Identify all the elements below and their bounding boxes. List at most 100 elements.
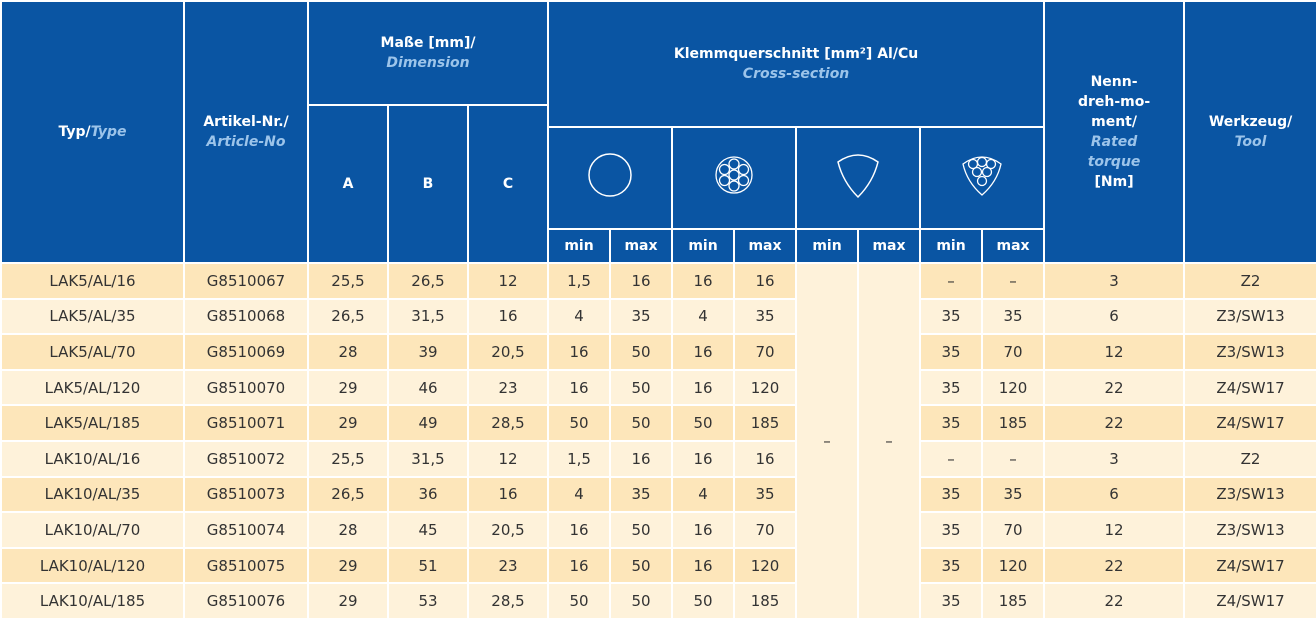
table-cell: LAK5/AL/35 xyxy=(0,297,185,336)
sub-header: min xyxy=(671,228,736,264)
table-cell: 35 xyxy=(609,297,674,336)
table-cell: 23 xyxy=(466,368,550,407)
table-cell: 25,5 xyxy=(307,262,389,300)
table-cell: 35 xyxy=(919,546,984,585)
merged-cell: – xyxy=(857,262,922,620)
table-cell: 35 xyxy=(919,368,984,407)
table-row: LAK5/AL/16 G8510067 25,5 26,5 12 1,5 16 16 16– – –… xyxy=(0,262,1316,620)
table-cell: 35 xyxy=(733,475,798,514)
table-cell: G8510076 xyxy=(183,582,309,620)
header-de: Werkzeug/ xyxy=(1208,114,1293,130)
type-header: Typ/Type xyxy=(0,0,185,264)
table-cell: Z4/SW17 xyxy=(1183,368,1316,407)
table-cell: Z3/SW13 xyxy=(1183,511,1316,549)
sub-header: max xyxy=(857,228,922,264)
round-icon xyxy=(588,153,632,197)
table-cell: 120 xyxy=(733,546,798,585)
table-cell: 120 xyxy=(733,368,798,407)
table-cell: 16 xyxy=(671,262,736,300)
table-cell: 29 xyxy=(307,582,389,620)
table-cell: 6 xyxy=(1043,475,1186,514)
table-cell: 29 xyxy=(307,404,389,442)
table-cell: 16 xyxy=(671,439,736,478)
table-cell: LAK10/AL/185 xyxy=(0,582,185,620)
header-en: Article-No xyxy=(206,134,286,150)
table-cell: 51 xyxy=(387,546,469,585)
table-cell: 36 xyxy=(387,475,469,514)
header-de: ment/ xyxy=(1091,114,1137,130)
table-cell: 45 xyxy=(387,511,469,549)
tool-header: Werkzeug/Tool xyxy=(1183,0,1316,264)
table-cell: Z4/SW17 xyxy=(1183,582,1316,620)
table-cell: 3 xyxy=(1043,262,1186,300)
header-en: Dimension xyxy=(386,55,470,71)
table-cell: – xyxy=(981,439,1046,478)
table-head: Typ/Type Artikel-Nr./ Article-No Maße [mm… xyxy=(0,0,1316,264)
header-de: Typ/ xyxy=(58,124,91,140)
table-row: LAK10/AL/35 G8510073 26,5 36 16 4 35 4 35 35 35 6 Z3… xyxy=(0,475,1316,514)
sub-header: max xyxy=(733,228,798,264)
table-cell: 16 xyxy=(547,333,612,371)
header-de: Klemmquerschnitt [mm²] Al/Cu xyxy=(673,46,919,62)
table-cell: 16 xyxy=(671,546,736,585)
table-cell: G8510075 xyxy=(183,546,309,585)
table-cell: 16 xyxy=(466,475,550,514)
table-cell: 16 xyxy=(609,262,674,300)
table-cell: 4 xyxy=(671,475,736,514)
table-cell: Z4/SW17 xyxy=(1183,546,1316,585)
table-cell: 22 xyxy=(1043,546,1186,585)
icon-sector xyxy=(795,126,922,230)
table-cell: 50 xyxy=(547,404,612,442)
table-cell: Z4/SW17 xyxy=(1183,404,1316,442)
table-cell: G8510072 xyxy=(183,439,309,478)
table-cell: G8510073 xyxy=(183,475,309,514)
sub-header: min xyxy=(795,228,860,264)
header-de: Nenn- xyxy=(1090,74,1138,90)
table-cell: G8510070 xyxy=(183,368,309,407)
table-cell: 29 xyxy=(307,546,389,585)
table-cell: 22 xyxy=(1043,404,1186,442)
table-cell: 22 xyxy=(1043,368,1186,407)
table-cell: 31,5 xyxy=(387,439,469,478)
table-cell: 16 xyxy=(671,333,736,371)
sector-icon xyxy=(837,154,879,199)
table-cell: 185 xyxy=(981,404,1046,442)
table-cell: 3 xyxy=(1043,439,1186,478)
table-cell: 16 xyxy=(547,368,612,407)
dim-col: A xyxy=(307,104,389,264)
icon-round xyxy=(547,126,674,230)
table-cell: 16 xyxy=(547,511,612,549)
table-cell: G8510074 xyxy=(183,511,309,549)
table-cell: 35 xyxy=(733,297,798,336)
table-cell: 16 xyxy=(671,511,736,549)
table-cell: G8510067 xyxy=(183,262,309,300)
table-cell: LAK10/AL/70 xyxy=(0,511,185,549)
table-cell: 16 xyxy=(733,262,798,300)
table-body: LAK5/AL/16 G8510067 25,5 26,5 12 1,5 16 16 16– – –… xyxy=(0,262,1316,620)
table-cell: 120 xyxy=(981,546,1046,585)
icon-stranded xyxy=(671,126,798,230)
table-cell: 28,5 xyxy=(466,582,550,620)
table-cell: 12 xyxy=(1043,511,1186,549)
table-cell: 29 xyxy=(307,368,389,407)
table-cell: 26,5 xyxy=(387,262,469,300)
table-cell: 12 xyxy=(466,439,550,478)
torque-header: Nenn-dreh-mo-ment/Rated torque [Nm] xyxy=(1043,0,1186,264)
table-cell: 70 xyxy=(981,333,1046,371)
dim-col: B xyxy=(387,104,469,264)
header-en: Tool xyxy=(1234,134,1267,150)
table-cell: 6 xyxy=(1043,297,1186,336)
stranded-icon xyxy=(715,156,753,194)
table-cell: 50 xyxy=(609,582,674,620)
table-cell: Z3/SW13 xyxy=(1183,297,1316,336)
table-cell: Z2 xyxy=(1183,439,1316,478)
article-header: Artikel-Nr./ Article-No xyxy=(183,0,309,264)
sector-stranded-icon xyxy=(962,156,1002,196)
table-cell: Z3/SW13 xyxy=(1183,333,1316,371)
table-cell: 12 xyxy=(466,262,550,300)
table-cell: 16 xyxy=(609,439,674,478)
sub-header: max xyxy=(981,228,1046,264)
table-cell: – xyxy=(981,262,1046,300)
table-cell: 46 xyxy=(387,368,469,407)
table-cell: 16 xyxy=(547,546,612,585)
